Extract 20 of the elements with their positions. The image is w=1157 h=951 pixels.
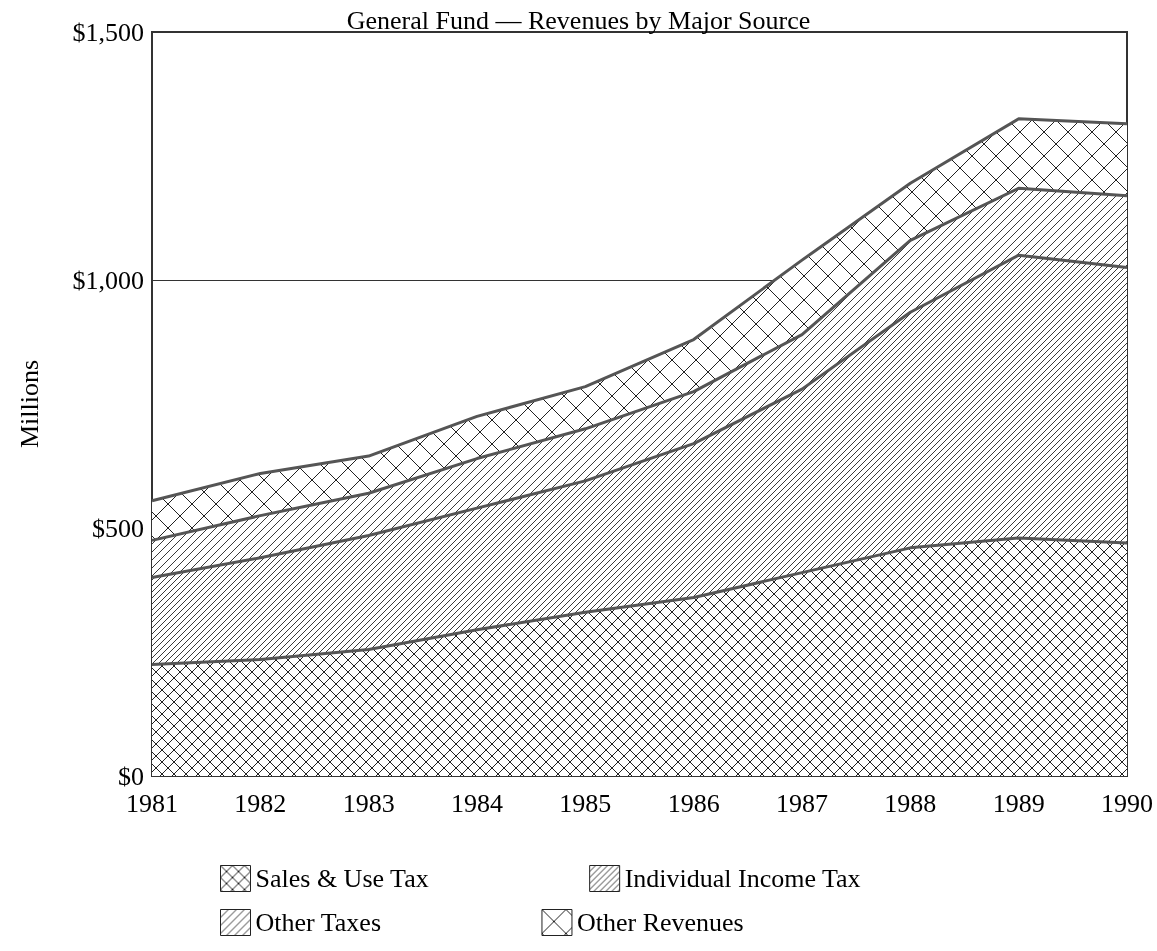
y-tick-label: $0 bbox=[118, 761, 144, 791]
x-tick-label: 1989 bbox=[992, 788, 1045, 818]
x-tick-label: 1983 bbox=[342, 788, 395, 818]
legend-label: Individual Income Tax bbox=[624, 864, 861, 893]
legend-label: Other Revenues bbox=[576, 908, 744, 937]
x-tick-label: 1982 bbox=[234, 788, 287, 818]
legend-label: Other Taxes bbox=[255, 908, 381, 937]
x-tick-label: 1985 bbox=[559, 788, 612, 818]
y-tick-label: $500 bbox=[92, 513, 144, 543]
x-tick-label: 1988 bbox=[884, 788, 937, 818]
x-tick-label: 1990 bbox=[1101, 788, 1153, 818]
y-tick-label: $1,000 bbox=[72, 265, 144, 295]
chart-title: General Fund — Revenues by Major Source bbox=[346, 5, 811, 35]
x-tick-label: 1987 bbox=[776, 788, 828, 818]
x-tick-label: 1986 bbox=[667, 788, 720, 818]
legend-label: Sales & Use Tax bbox=[255, 864, 429, 893]
y-axis-title: Millions bbox=[14, 359, 44, 449]
x-tick-label: 1981 bbox=[126, 788, 178, 818]
x-tick-label: 1984 bbox=[451, 788, 503, 818]
y-tick-label: $1,500 bbox=[72, 17, 144, 47]
